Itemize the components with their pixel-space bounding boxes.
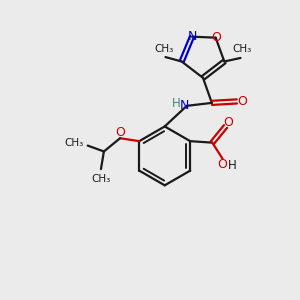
Text: O: O (237, 95, 247, 108)
Text: O: O (115, 126, 125, 140)
Text: O: O (211, 31, 221, 44)
Text: O: O (224, 116, 233, 129)
Text: N: N (187, 30, 196, 43)
Text: N: N (180, 99, 189, 112)
Text: CH₃: CH₃ (91, 174, 111, 184)
Text: O: O (218, 158, 227, 171)
Text: CH₃: CH₃ (154, 44, 174, 53)
Text: CH₃: CH₃ (64, 138, 83, 148)
Text: CH₃: CH₃ (232, 44, 252, 54)
Text: H: H (172, 97, 181, 110)
Text: H: H (228, 159, 236, 172)
